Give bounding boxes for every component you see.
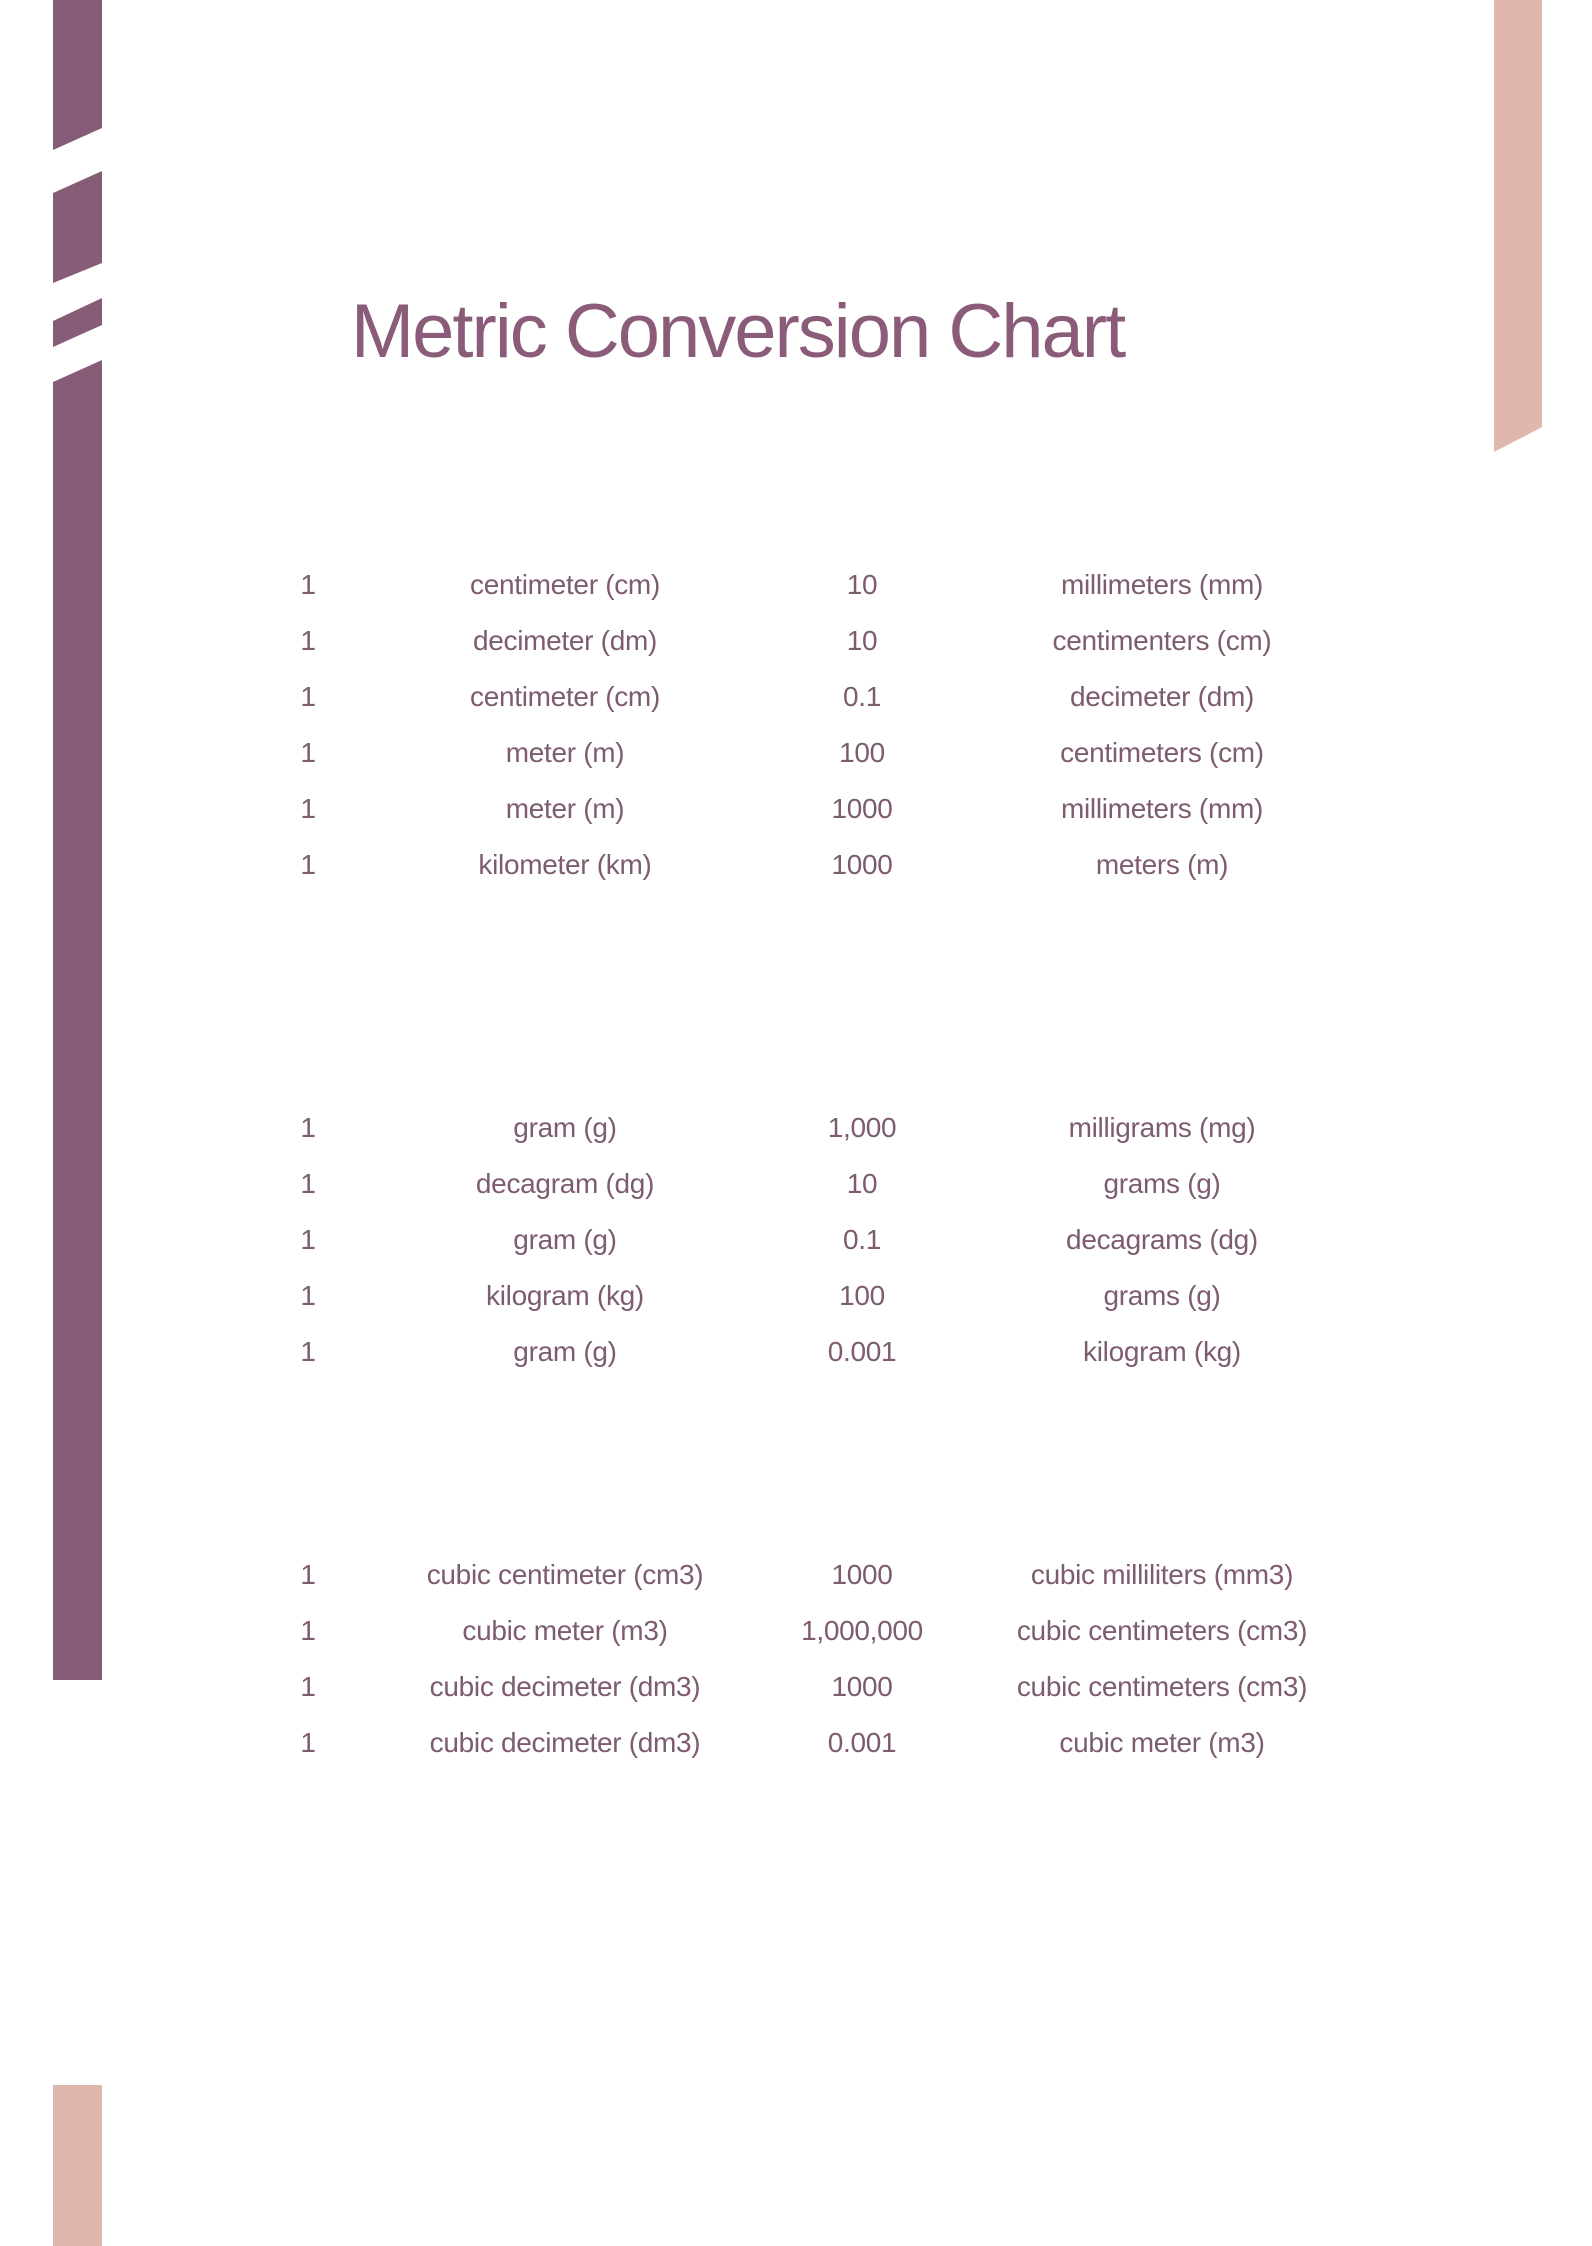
row-quantity: 1 (300, 1727, 316, 1758)
row-quantity: 1 (300, 1671, 316, 1702)
row-from-unit: centimeter (cm) (470, 569, 660, 600)
row-from-unit: gram (g) (513, 1224, 617, 1255)
row-to-unit: millimeters (mm) (1060, 569, 1264, 600)
row-to-unit: decagrams (dg) (1066, 1224, 1258, 1255)
conversion-row: 1 decagram (dg) 10 grams (g) (260, 1156, 1374, 1212)
row-quantity: 1 (300, 1615, 316, 1646)
conversion-row: 1 cubic meter (m3) 1,000,000 cubic centimet… (260, 1603, 1374, 1659)
row-quantity: 1 (300, 849, 316, 880)
row-value: 0.001 (827, 1336, 897, 1367)
row-to-unit: cubic centimeters (cm3) (1016, 1671, 1308, 1702)
row-to-unit: millimeters (mm) (1060, 793, 1264, 824)
conversion-row: 1 gram (g) 0.001 kilogram (kg) (260, 1324, 1374, 1380)
row-value: 10 (846, 625, 878, 656)
top-right-accent-bar (1494, 0, 1542, 452)
row-value: 1000 (831, 1559, 893, 1590)
row-to-unit: meters (m) (1095, 849, 1229, 880)
left-accent-bar-segment-1 (53, 0, 102, 150)
row-quantity: 1 (300, 625, 316, 656)
row-quantity: 1 (300, 569, 316, 600)
conversion-row: 1 decimeter (dm) 10 centimenters (cm) (260, 613, 1374, 669)
conversion-row: 1 kilogram (kg) 100 grams (g) (260, 1268, 1374, 1324)
row-quantity: 1 (300, 1559, 316, 1590)
conversion-row: 1 gram (g) 1,000 milligrams (mg) (260, 1100, 1374, 1156)
conversion-row: 1 gram (g) 0.1 decagrams (dg) (260, 1212, 1374, 1268)
row-value: 0.1 (842, 1224, 882, 1255)
row-value: 1,000,000 (801, 1615, 923, 1646)
conversion-group-length: 1 centimeter (cm) 10 millimeters (mm) 1 decim… (260, 557, 1374, 893)
row-from-unit: gram (g) (513, 1336, 617, 1367)
row-value: 100 (839, 737, 885, 768)
row-from-unit: gram (g) (513, 1112, 617, 1143)
row-quantity: 1 (300, 1112, 316, 1143)
row-from-unit: centimeter (cm) (470, 681, 660, 712)
row-quantity: 1 (300, 1280, 316, 1311)
left-accent-bar-segment-3 (53, 298, 102, 347)
row-value: 10 (846, 1168, 878, 1199)
row-from-unit: cubic meter (m3) (462, 1615, 668, 1646)
conversion-row: 1 cubic centimeter (cm3) 1000 cubic millili… (260, 1547, 1374, 1603)
row-value: 1000 (831, 793, 893, 824)
conversion-row: 1 centimeter (cm) 0.1 decimeter (dm) (260, 669, 1374, 725)
row-value: 1000 (831, 1671, 893, 1702)
conversion-row: 1 meter (m) 100 centimeters (cm) (260, 725, 1374, 781)
row-value: 0.001 (827, 1727, 897, 1758)
row-from-unit: meter (m) (505, 793, 625, 824)
row-from-unit: cubic decimeter (dm3) (429, 1671, 701, 1702)
row-to-unit: decimeter (dm) (1069, 681, 1255, 712)
row-from-unit: cubic decimeter (dm3) (429, 1727, 701, 1758)
row-from-unit: kilometer (km) (478, 849, 652, 880)
row-to-unit: cubic milliliters (mm3) (1030, 1559, 1294, 1590)
row-from-unit: meter (m) (505, 737, 625, 768)
row-quantity: 1 (300, 1168, 316, 1199)
row-value: 100 (839, 1280, 885, 1311)
row-value: 0.1 (842, 681, 882, 712)
row-to-unit: centimenters (cm) (1052, 625, 1272, 656)
row-quantity: 1 (300, 1336, 316, 1367)
row-to-unit: grams (g) (1103, 1168, 1221, 1199)
row-quantity: 1 (300, 681, 316, 712)
row-to-unit: milligrams (mg) (1068, 1112, 1256, 1143)
conversion-group-mass: 1 gram (g) 1,000 milligrams (mg) 1 decagram (… (260, 1100, 1374, 1380)
row-from-unit: kilogram (kg) (486, 1280, 644, 1311)
conversion-row: 1 centimeter (cm) 10 millimeters (mm) (260, 557, 1374, 613)
row-value: 10 (846, 569, 878, 600)
row-to-unit: cubic meter (m3) (1059, 1727, 1265, 1758)
row-value: 1,000 (827, 1112, 897, 1143)
row-to-unit: grams (g) (1103, 1280, 1221, 1311)
page-title: Metric Conversion Chart (350, 289, 1126, 374)
row-quantity: 1 (300, 793, 316, 824)
row-from-unit: decagram (dg) (475, 1168, 655, 1199)
conversion-row: 1 kilometer (km) 1000 meters (m) (260, 837, 1374, 893)
bottom-left-accent-bar (53, 2085, 102, 2246)
row-from-unit: decimeter (dm) (472, 625, 658, 656)
row-to-unit: cubic centimeters (cm3) (1016, 1615, 1308, 1646)
conversion-row: 1 cubic decimeter (dm3) 1000 cubic centimet… (260, 1659, 1374, 1715)
row-quantity: 1 (300, 737, 316, 768)
conversion-group-volume: 1 cubic centimeter (cm3) 1000 cubic millili… (260, 1547, 1374, 1771)
row-to-unit: centimeters (cm) (1060, 737, 1264, 768)
left-accent-bar-segment-4 (53, 360, 102, 1680)
row-from-unit: cubic centimeter (cm3) (426, 1559, 704, 1590)
conversion-row: 1 cubic decimeter (dm3) 0.001 cubic meter (… (260, 1715, 1374, 1771)
conversion-row: 1 meter (m) 1000 millimeters (mm) (260, 781, 1374, 837)
row-quantity: 1 (300, 1224, 316, 1255)
row-value: 1000 (831, 849, 893, 880)
row-to-unit: kilogram (kg) (1083, 1336, 1241, 1367)
left-accent-bar-segment-2 (53, 171, 102, 283)
